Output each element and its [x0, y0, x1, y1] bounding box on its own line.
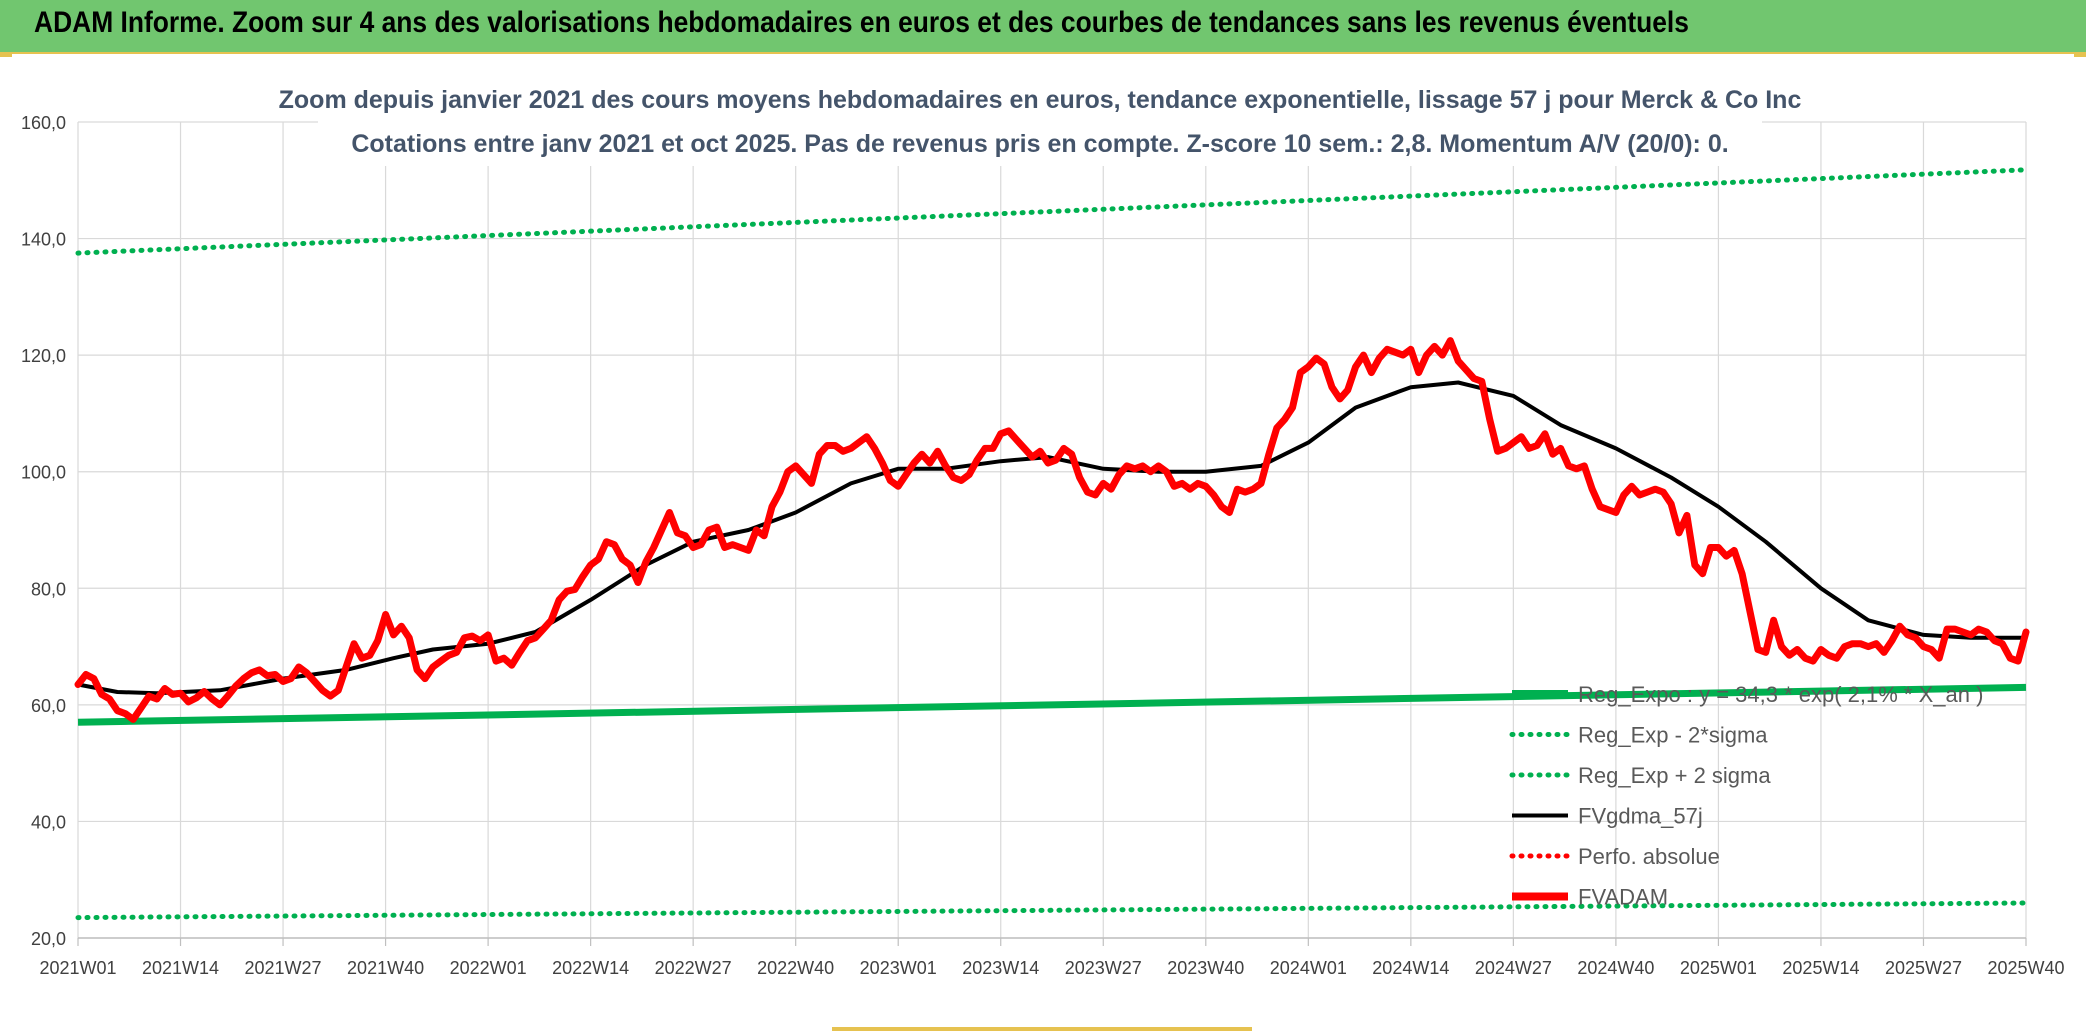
x-tick-label: 2025W27	[1885, 958, 1962, 978]
x-tick-label: 2021W01	[39, 958, 116, 978]
x-tick-label: 2021W40	[347, 958, 424, 978]
x-tick-label: 2024W27	[1475, 958, 1552, 978]
x-tick-label: 2021W14	[142, 958, 219, 978]
legend-label: Reg_Exp + 2 sigma	[1578, 763, 1771, 788]
chart-title-line2: Cotations entre janv 2021 et oct 2025. P…	[351, 130, 1728, 158]
x-tick-label: 2025W14	[1782, 958, 1859, 978]
legend-label: Perfo. absolue	[1578, 844, 1720, 869]
y-tick-label: 60,0	[31, 696, 66, 716]
x-tick-label: 2024W40	[1577, 958, 1654, 978]
chart-title-line1: Zoom depuis janvier 2021 des cours moyen…	[279, 86, 1802, 114]
header-accent-left	[0, 54, 12, 57]
y-tick-label: 100,0	[21, 463, 66, 483]
y-tick-label: 40,0	[31, 812, 66, 832]
series-reg-exp-minus-2sigma	[75, 900, 2029, 921]
chart-series	[74, 167, 2030, 921]
x-tick-label: 2025W40	[1987, 958, 2064, 978]
series-fvadam	[74, 337, 2030, 723]
legend-label: FVgdma_57j	[1578, 804, 1703, 829]
series-fvgdma-57j	[77, 380, 2026, 696]
chart-gridlines	[77, 121, 2027, 946]
x-tick-label: 2025W01	[1680, 958, 1757, 978]
y-tick-label: 120,0	[21, 346, 66, 366]
x-tick-label: 2024W14	[1372, 958, 1449, 978]
bottom-accent	[832, 1027, 1252, 1031]
header-bar: ADAM Informe. Zoom sur 4 ans des valoris…	[0, 0, 2086, 54]
legend-label: Reg_Exp - 2*sigma	[1578, 723, 1768, 748]
x-tick-label: 2023W27	[1065, 958, 1142, 978]
chart-title-background	[318, 76, 1762, 166]
series-reg-exp-plus-2sigma	[75, 167, 2029, 256]
x-tick-label: 2022W01	[450, 958, 527, 978]
x-tick-label: 2022W27	[655, 958, 732, 978]
x-tick-label: 2023W40	[1167, 958, 1244, 978]
y-tick-label: 160,0	[21, 113, 66, 133]
legend-label: FVADAM	[1578, 885, 1668, 910]
y-axis-ticks: 20,0 40,0 60,0 80,0 100,0 120,0 140,0 160,0	[21, 113, 66, 949]
series-reg-expo	[77, 683, 2027, 726]
page-title: ADAM Informe. Zoom sur 4 ans des valoris…	[34, 6, 1689, 39]
chart-legend: Reg_Expo : y = 34,3 * exp( 2,1% * X_an )…	[1509, 682, 1983, 910]
y-tick-label: 20,0	[31, 929, 66, 949]
header-accent-right	[2074, 54, 2086, 57]
x-tick-label: 2021W27	[245, 958, 322, 978]
y-tick-label: 80,0	[31, 579, 66, 599]
x-tick-label: 2022W14	[552, 958, 629, 978]
legend-label: Reg_Expo : y = 34,3 * exp( 2,1% * X_an )	[1578, 682, 1983, 707]
x-tick-label: 2023W14	[962, 958, 1039, 978]
x-tick-label: 2022W40	[757, 958, 834, 978]
x-tick-label: 2023W01	[860, 958, 937, 978]
y-tick-label: 140,0	[21, 230, 66, 250]
x-tick-label: 2024W01	[1270, 958, 1347, 978]
x-axis-ticks: 2021W01 2021W14 2021W27 2021W40 2022W01 2022W…	[39, 958, 2064, 978]
